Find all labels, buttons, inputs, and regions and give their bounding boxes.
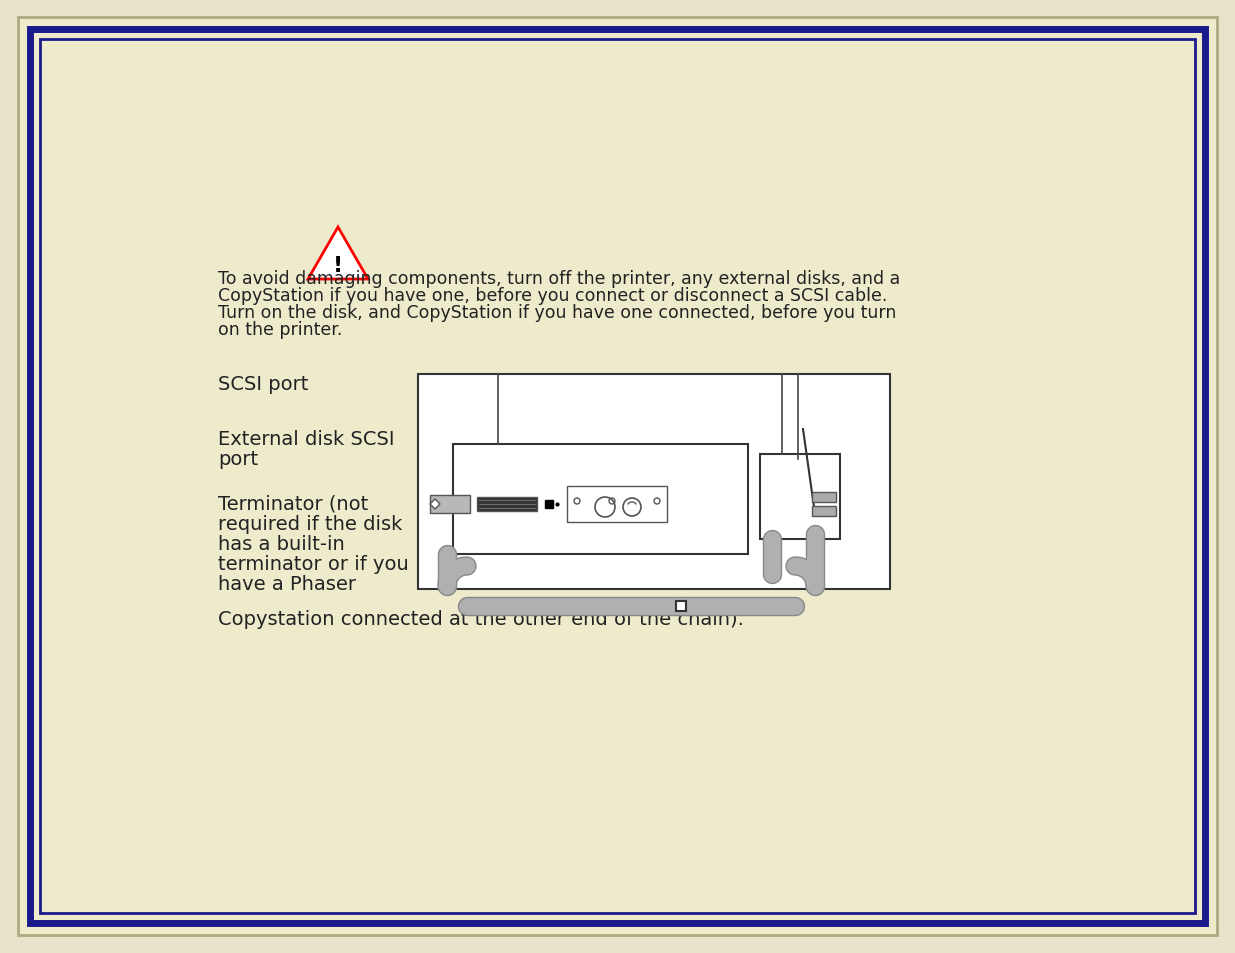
Text: Copystation connected at the other end of the chain).: Copystation connected at the other end o… — [219, 609, 743, 628]
Text: required if the disk: required if the disk — [219, 515, 403, 534]
Text: External disk SCSI: External disk SCSI — [219, 430, 394, 449]
Text: CopyStation if you have one, before you connect or disconnect a SCSI cable.: CopyStation if you have one, before you … — [219, 287, 888, 305]
Text: Terminator (not: Terminator (not — [219, 495, 368, 514]
FancyBboxPatch shape — [567, 486, 667, 522]
Polygon shape — [430, 499, 440, 510]
FancyBboxPatch shape — [417, 375, 890, 589]
FancyBboxPatch shape — [430, 496, 471, 514]
FancyBboxPatch shape — [811, 493, 836, 502]
Text: have a Phaser: have a Phaser — [219, 575, 356, 594]
Text: SCSI port: SCSI port — [219, 375, 309, 394]
Text: !: ! — [333, 255, 343, 275]
Text: To avoid damaging components, turn off the printer, any external disks, and a: To avoid damaging components, turn off t… — [219, 270, 900, 288]
FancyBboxPatch shape — [19, 18, 1216, 935]
FancyBboxPatch shape — [760, 455, 840, 539]
Text: Turn on the disk, and CopyStation if you have one connected, before you turn: Turn on the disk, and CopyStation if you… — [219, 304, 897, 322]
FancyBboxPatch shape — [453, 444, 748, 555]
Text: port: port — [219, 450, 258, 469]
Text: terminator or if you: terminator or if you — [219, 555, 409, 574]
Polygon shape — [308, 228, 368, 280]
Text: on the printer.: on the printer. — [219, 320, 342, 338]
Text: has a built-in: has a built-in — [219, 535, 345, 554]
FancyBboxPatch shape — [477, 497, 537, 512]
FancyBboxPatch shape — [811, 506, 836, 517]
